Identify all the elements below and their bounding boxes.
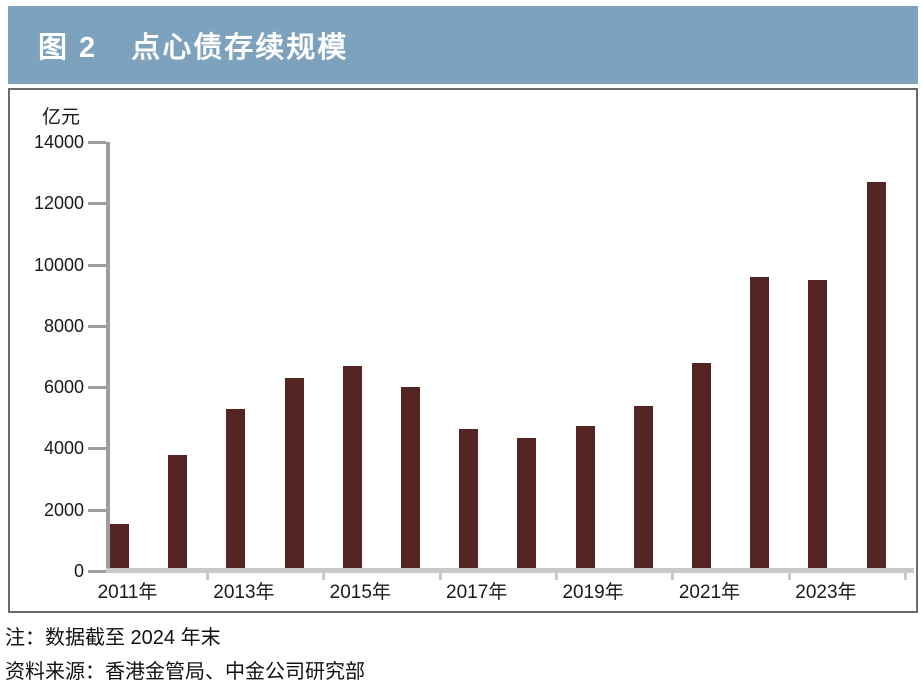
y-tick-label: 2000	[43, 499, 84, 520]
bar-2011	[110, 523, 129, 568]
chart-note: 注：数据截至 2024 年末	[5, 627, 221, 649]
x-axis-tick	[205, 573, 209, 580]
y-tick-label: 12000	[33, 193, 84, 214]
y-axis-tick	[88, 263, 106, 267]
y-axis-tick	[88, 386, 106, 390]
y-axis-unit-label: 亿元	[42, 107, 81, 128]
figure-number-label: 图 2	[38, 32, 98, 64]
plot-area: 亿元 0 2000 4000 6000 8000 10000 12000 14000 2011年…	[10, 90, 916, 611]
y-tick-label: 14000	[33, 132, 84, 152]
figure-header: 图 2 点心债存续规模	[8, 6, 918, 84]
bar-2017	[459, 428, 479, 568]
x-tick-label: 2019年	[562, 582, 624, 603]
x-tick-label: 2017年	[446, 582, 508, 603]
y-axis-tick	[88, 141, 106, 144]
y-tick-label: 4000	[43, 438, 84, 459]
bar-2022	[750, 276, 770, 568]
bar-2020	[633, 405, 653, 568]
figure-title: 点心债存续规模	[131, 32, 349, 64]
y-axis-line	[106, 142, 110, 573]
bar-2014	[284, 378, 304, 568]
y-axis-tick	[88, 202, 106, 206]
bar-2019	[575, 425, 595, 568]
x-tick-label: 2021年	[678, 582, 741, 603]
x-tick-label: 2023年	[795, 582, 857, 603]
x-axis-tick	[787, 573, 791, 580]
y-axis-tick	[88, 447, 106, 451]
y-axis-tick	[88, 508, 106, 512]
x-axis-tick	[671, 573, 675, 580]
bar-2015	[342, 365, 362, 568]
x-tick-label: 2011年	[97, 582, 158, 603]
y-tick-label: 8000	[43, 315, 84, 336]
y-axis-tick	[88, 324, 106, 328]
bar-2024	[866, 181, 886, 568]
bar-2016	[401, 387, 420, 568]
x-tick-label: 2015年	[329, 582, 391, 603]
bar-2023	[808, 279, 828, 568]
y-tick-label: 0	[73, 561, 84, 581]
bar-2021	[692, 362, 711, 568]
y-axis-tick	[88, 570, 106, 573]
x-axis-tick	[322, 573, 326, 580]
x-axis-tick	[555, 573, 558, 580]
chart-source: 资料来源：香港金管局、中金公司研究部	[5, 661, 365, 683]
bar-2018	[517, 437, 537, 568]
chart-panel: 亿元 0 2000 4000 6000 8000 10000 12000 14000 2011年…	[8, 88, 918, 613]
bar-2013	[226, 408, 246, 568]
x-tick-label: 2013年	[213, 582, 275, 603]
x-axis-line	[106, 568, 914, 573]
y-tick-label: 6000	[43, 377, 84, 398]
y-tick-label: 10000	[33, 254, 84, 275]
x-axis-tick	[438, 573, 442, 580]
bar-2012	[168, 454, 188, 568]
x-axis-tick	[904, 573, 908, 580]
